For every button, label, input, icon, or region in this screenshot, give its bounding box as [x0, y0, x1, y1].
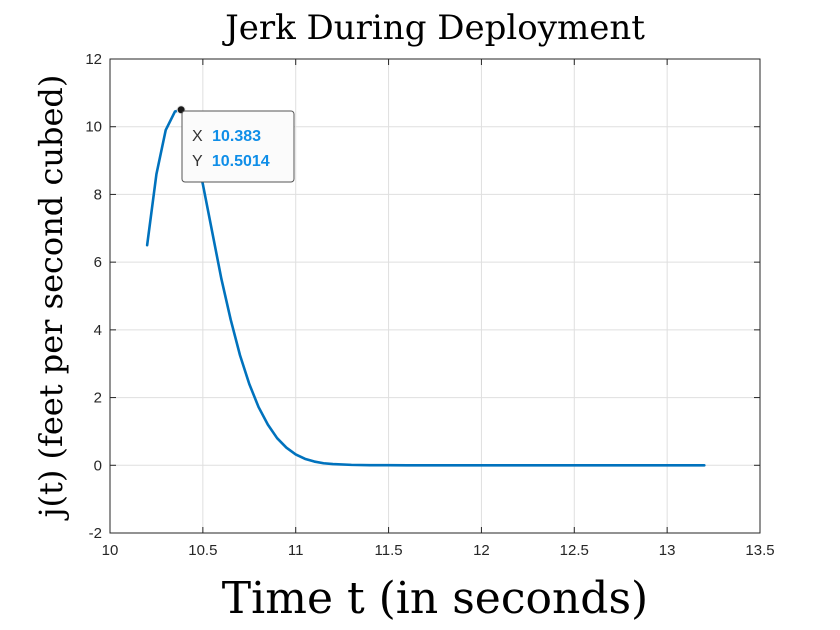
x-tick-label: 13 [659, 542, 676, 559]
chart-title: Jerk During Deployment [222, 8, 645, 48]
y-axis-label: j(t) (feet per second cubed) [32, 75, 70, 522]
y-tick-label: 12 [85, 51, 102, 68]
axes-box [109, 58, 761, 534]
x-tick-label: 12 [473, 542, 490, 559]
x-tick-label: 13.5 [745, 542, 774, 559]
datatip[interactable]: X 10.383 Y 10.5014 [176, 105, 295, 183]
svg-text:X 10.383: X 10.383 [192, 128, 261, 145]
y-tick-label: 0 [94, 457, 102, 474]
x-tick-label: 12.5 [560, 542, 589, 559]
y-tick-label: 2 [94, 390, 102, 407]
x-tick-label: 11.5 [375, 542, 403, 559]
y-tick-label: 4 [94, 322, 102, 339]
y-tick-label: 10 [85, 119, 102, 136]
x-tick-labels: 10 10.5 11 11.5 12 12.5 13 13.5 [102, 542, 775, 559]
datatip-x-value: 10.383 [212, 128, 261, 145]
x-tick-label: 11 [288, 542, 304, 559]
datatip-x-key: X [192, 128, 203, 145]
datatip-y-key: Y [192, 153, 203, 170]
x-tick-label: 10.5 [188, 542, 217, 559]
svg-text:Y 10.5014: Y 10.5014 [192, 153, 270, 170]
x-tick-label: 10 [102, 542, 119, 559]
y-tick-label: -2 [89, 525, 102, 542]
y-tick-label: 6 [94, 254, 102, 271]
y-tick-label: 8 [94, 186, 102, 203]
axes [109, 58, 761, 534]
x-axis-label: Time t (in seconds) [222, 573, 648, 624]
datatip-box [181, 110, 295, 183]
datatip-y-value: 10.5014 [212, 153, 270, 170]
y-tick-labels: -2 0 2 4 6 8 10 12 [85, 51, 102, 542]
